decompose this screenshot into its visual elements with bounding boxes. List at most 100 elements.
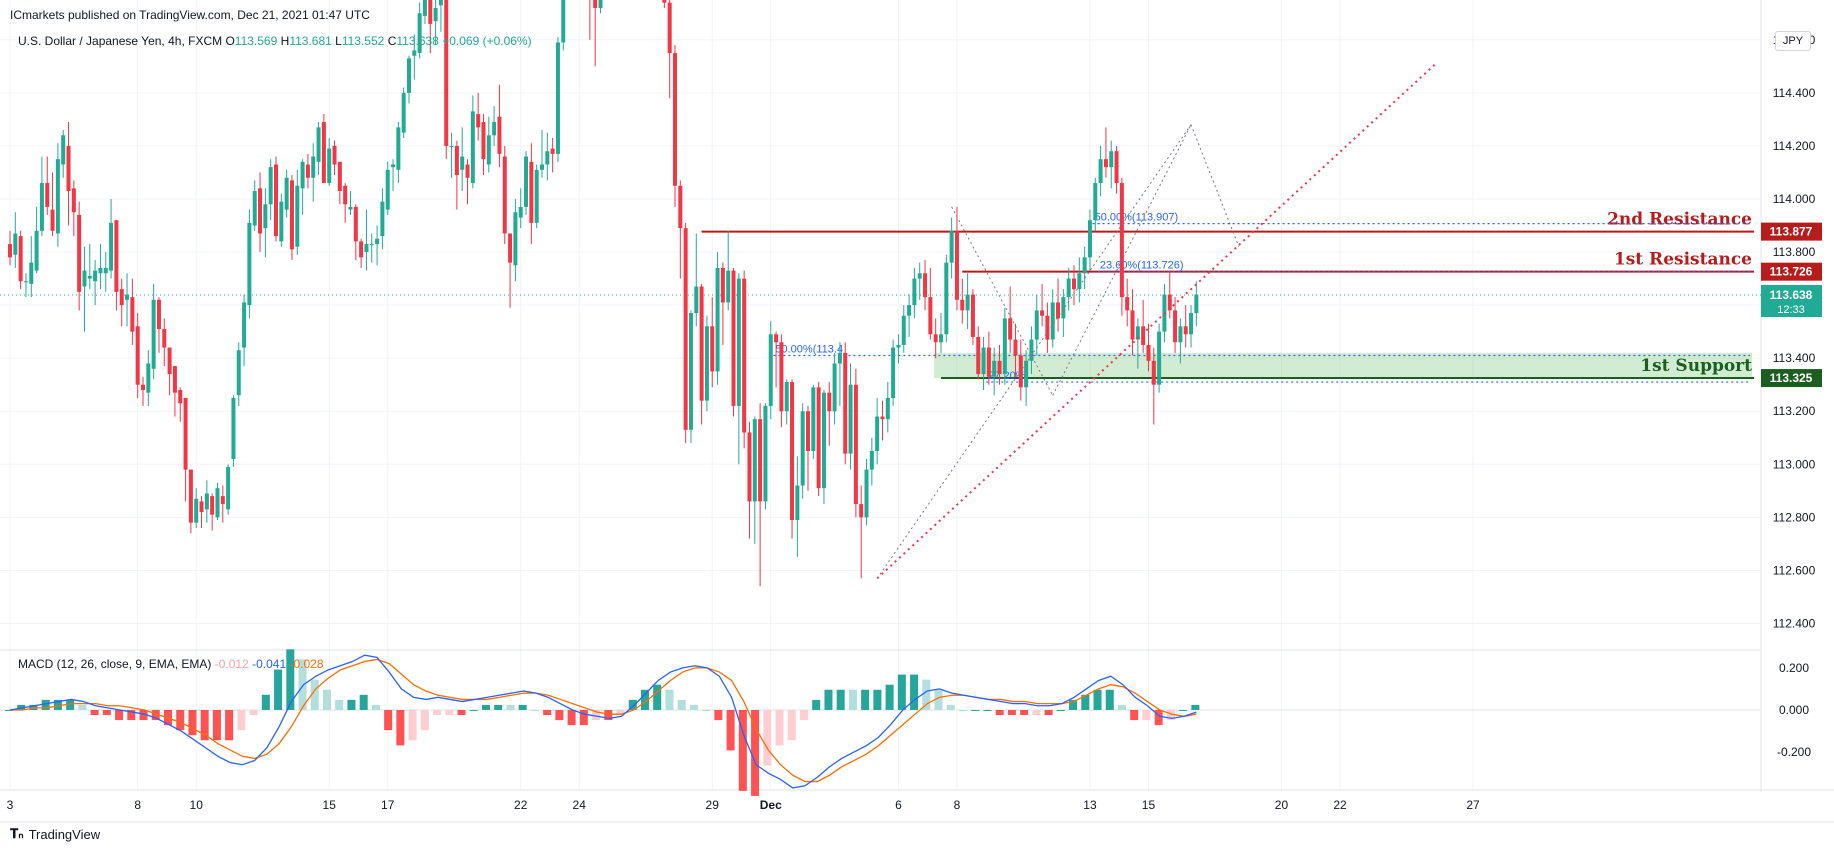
candle-body: [699, 286, 704, 401]
ohlc-high-label: H: [280, 34, 290, 48]
candle: [502, 145, 507, 245]
macd-histogram-bar: [897, 674, 906, 710]
candle-body: [827, 392, 832, 412]
time-tick-label: 3: [7, 798, 14, 812]
candle-body: [502, 156, 507, 234]
candle-body: [1167, 294, 1172, 311]
candle-body: [1151, 360, 1156, 385]
candle: [39, 156, 44, 237]
candle-body: [87, 275, 92, 279]
candle-body: [321, 122, 326, 184]
symbol-legend[interactable]: U.S. Dollar / Japanese Yen, 4h, FXCM O11…: [18, 34, 532, 48]
candle: [970, 289, 975, 345]
candle: [555, 37, 560, 162]
candle-body: [960, 299, 965, 311]
candle: [837, 342, 842, 406]
currency-button[interactable]: JPY: [1775, 31, 1811, 51]
macd-signal-value: -0.028: [289, 657, 324, 671]
candle: [98, 244, 103, 290]
candle-body: [492, 122, 497, 136]
candle-body: [1157, 331, 1162, 385]
candle: [428, 0, 433, 54]
candle: [806, 405, 810, 491]
candle-body: [1077, 273, 1082, 290]
candle-body: [747, 432, 752, 502]
candle: [885, 382, 890, 433]
time-tick-label: 15: [323, 798, 337, 812]
time-tick-label: 29: [706, 798, 720, 812]
macd-histogram-bar: [910, 674, 919, 710]
candle: [1183, 305, 1188, 348]
candle-body: [236, 350, 241, 396]
candle: [412, 34, 417, 80]
candle: [385, 161, 390, 215]
candle-body: [1135, 326, 1140, 340]
candle: [1002, 307, 1007, 385]
footer-brand[interactable]: 𝐓ₙ TradingView: [10, 826, 100, 842]
candle: [172, 366, 177, 417]
ohlc-open: 113.569: [234, 34, 278, 48]
macd-histogram-bar: [225, 709, 234, 741]
candle: [226, 464, 231, 515]
candle: [704, 315, 709, 412]
candle: [130, 278, 135, 345]
candle-body: [821, 392, 826, 489]
candle: [779, 334, 784, 428]
macd-histogram-bar: [714, 709, 723, 721]
candle-body: [1072, 278, 1076, 290]
candle-body: [156, 299, 161, 329]
candle: [1061, 289, 1066, 337]
candle-body: [864, 469, 869, 518]
macd-histogram-bar: [653, 684, 662, 710]
candle-body: [151, 299, 156, 369]
candle-body: [204, 493, 209, 510]
candle: [1130, 289, 1135, 356]
candle-body: [247, 222, 252, 306]
macd-histogram-bar: [1154, 709, 1163, 726]
macd-histogram-bar: [751, 709, 760, 796]
macd-histogram-bar: [922, 679, 931, 710]
candle: [327, 137, 332, 186]
candle-body: [199, 501, 204, 513]
candle: [545, 132, 550, 181]
candle-body: [343, 185, 348, 205]
level-drawings: 2nd Resistance 1st Resistance 1st Support 5…: [0, 210, 1761, 383]
candle-body: [369, 244, 374, 246]
candle: [683, 222, 688, 444]
time-axis[interactable]: 3 8 10 15 17 22 24 29 Dec 6 8 13 15 20 22 27: [7, 798, 1480, 812]
candle: [194, 488, 199, 528]
macd-signal-line: [10, 658, 1197, 783]
candle: [1050, 289, 1055, 348]
candle: [135, 313, 140, 398]
candle: [141, 376, 145, 406]
candle-body: [736, 278, 741, 406]
candle: [188, 469, 193, 534]
candle-body: [992, 360, 997, 377]
macd-histogram-bar: [604, 709, 613, 721]
candle: [508, 233, 513, 308]
candle-body: [231, 397, 236, 459]
candle-body: [837, 352, 842, 364]
macd-histogram-bar: [1093, 689, 1102, 710]
macd-histogram-bar: [983, 709, 992, 711]
candle-body: [561, 0, 566, 43]
candle-body: [305, 164, 310, 178]
candle: [417, 2, 422, 59]
candle-body: [524, 156, 529, 207]
candle-body: [226, 466, 231, 510]
price-tick-label: 114.000: [1773, 192, 1816, 206]
candle-body: [289, 180, 294, 250]
macd-histogram-bar: [102, 709, 111, 716]
candle: [55, 143, 60, 247]
candle: [1173, 297, 1178, 353]
candle-body: [481, 122, 486, 160]
level-label: 2nd Resistance: [1607, 210, 1752, 230]
candle-body: [348, 206, 353, 210]
macd-histogram-bar: [41, 699, 50, 710]
price-axis[interactable]: 114.600114.400114.200114.000113.800113.6…: [1761, 33, 1822, 759]
macd-legend[interactable]: MACD (12, 26, close, 9, EMA, EMA) -0.012…: [18, 657, 324, 671]
candle: [524, 151, 529, 215]
candle: [1029, 326, 1034, 375]
candle: [146, 350, 151, 406]
macd-histogram-bar: [579, 709, 588, 726]
